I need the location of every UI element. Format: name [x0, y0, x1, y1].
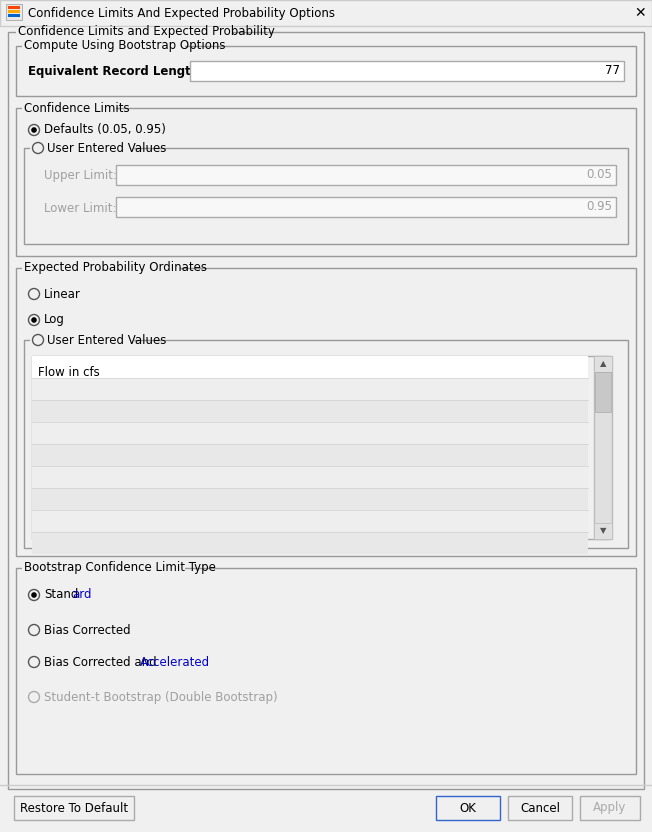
- Text: 0.95: 0.95: [586, 201, 612, 214]
- Text: Apply: Apply: [593, 801, 627, 815]
- Text: Student-t Bootstrap (Double Bootstrap): Student-t Bootstrap (Double Bootstrap): [44, 691, 278, 704]
- Bar: [436, 796, 500, 820]
- Bar: [594, 356, 612, 372]
- Text: Flow in cfs: Flow in cfs: [38, 365, 100, 379]
- Bar: [32, 422, 588, 444]
- Bar: [8, 6, 20, 9]
- Bar: [32, 444, 588, 466]
- Bar: [16, 268, 636, 556]
- Text: Accelerated: Accelerated: [140, 656, 210, 668]
- Bar: [30, 143, 134, 153]
- Bar: [22, 563, 185, 573]
- Text: ✕: ✕: [634, 6, 646, 20]
- Text: User Entered Values: User Entered Values: [47, 141, 166, 155]
- Bar: [32, 488, 588, 510]
- Text: Restore To Default: Restore To Default: [20, 801, 128, 815]
- Bar: [32, 400, 588, 422]
- Text: Confidence Limits: Confidence Limits: [24, 102, 130, 115]
- Text: User Entered Values: User Entered Values: [47, 334, 166, 346]
- Bar: [0, 0, 652, 26]
- Text: Expected Probability Ordinates: Expected Probability Ordinates: [24, 261, 207, 275]
- Text: OK: OK: [460, 801, 477, 815]
- Bar: [16, 46, 636, 96]
- Text: Upper Limit:: Upper Limit:: [44, 170, 117, 182]
- Bar: [24, 148, 628, 244]
- Text: Lower Limit:: Lower Limit:: [44, 201, 117, 215]
- Bar: [6, 4, 22, 20]
- Text: ▲: ▲: [600, 359, 606, 369]
- Text: 0.05: 0.05: [586, 169, 612, 181]
- Bar: [16, 108, 636, 256]
- Bar: [30, 335, 134, 345]
- Circle shape: [29, 656, 40, 667]
- Circle shape: [31, 127, 37, 133]
- Circle shape: [29, 625, 40, 636]
- Circle shape: [29, 314, 40, 325]
- Bar: [22, 41, 185, 51]
- Text: Cancel: Cancel: [520, 801, 560, 815]
- Bar: [32, 356, 588, 378]
- Text: 77: 77: [605, 65, 620, 77]
- Bar: [32, 532, 588, 554]
- Bar: [116, 165, 616, 185]
- Circle shape: [29, 590, 40, 601]
- Circle shape: [33, 142, 44, 153]
- Circle shape: [29, 691, 40, 702]
- Bar: [22, 103, 116, 113]
- Bar: [595, 372, 611, 412]
- Bar: [508, 796, 572, 820]
- Bar: [32, 466, 588, 488]
- Bar: [24, 340, 628, 548]
- Text: Compute Using Bootstrap Options: Compute Using Bootstrap Options: [24, 39, 226, 52]
- Bar: [190, 61, 624, 81]
- Bar: [14, 796, 134, 820]
- Bar: [8, 10, 20, 13]
- Circle shape: [33, 334, 44, 345]
- Bar: [32, 510, 588, 532]
- Text: Linear: Linear: [44, 288, 81, 300]
- Text: Confidence Limits And Expected Probability Options: Confidence Limits And Expected Probabili…: [28, 7, 335, 19]
- Text: Bootstrap Confidence Limit Type: Bootstrap Confidence Limit Type: [24, 562, 216, 575]
- Text: Confidence Limits and Expected Probability: Confidence Limits and Expected Probabili…: [18, 26, 275, 38]
- Bar: [16, 568, 636, 774]
- Bar: [16, 27, 233, 37]
- Circle shape: [31, 592, 37, 598]
- Bar: [22, 263, 180, 273]
- Circle shape: [29, 289, 40, 300]
- Circle shape: [29, 125, 40, 136]
- Text: Log: Log: [44, 314, 65, 326]
- Bar: [594, 356, 612, 539]
- Bar: [116, 197, 616, 217]
- Text: ▼: ▼: [600, 527, 606, 536]
- Text: Bias Corrected: Bias Corrected: [44, 623, 130, 636]
- Bar: [594, 523, 612, 539]
- Bar: [32, 356, 608, 539]
- Text: Defaults (0.05, 0.95): Defaults (0.05, 0.95): [44, 123, 166, 136]
- Bar: [580, 796, 640, 820]
- Bar: [32, 378, 588, 400]
- Bar: [8, 14, 20, 17]
- Text: Equivalent Record Length: Equivalent Record Length: [28, 66, 199, 78]
- Circle shape: [31, 317, 37, 323]
- Text: ard: ard: [72, 588, 91, 602]
- Text: Stand: Stand: [44, 588, 78, 602]
- Text: Bias Corrected and: Bias Corrected and: [44, 656, 160, 668]
